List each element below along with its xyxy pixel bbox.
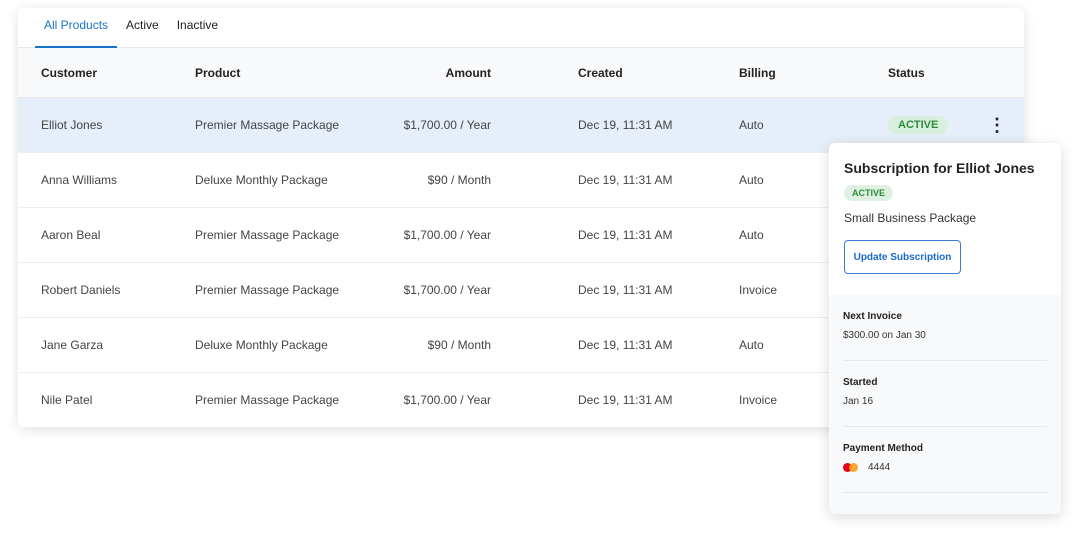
product-name: Premier Massage Package (195, 283, 340, 297)
amount: $1,700.00 / Year (403, 118, 491, 132)
payment-method-section: Payment Method 4444 (843, 427, 1047, 493)
created-date: Dec 19, 11:31 AM (578, 228, 673, 242)
amount: $90 / Month (427, 338, 491, 352)
customer-name: Nile Patel (41, 393, 93, 407)
created-date: Dec 19, 11:31 AM (578, 173, 673, 187)
subscription-detail-panel: Subscription for Elliot Jones ACTIVE Sma… (829, 143, 1061, 514)
col-customer[interactable]: Customer (41, 65, 98, 80)
billing-type: Auto (739, 338, 764, 352)
billing-type: Auto (739, 118, 764, 132)
amount: $1,700.00 / Year (403, 228, 491, 242)
created-date: Dec 19, 11:31 AM (578, 393, 673, 407)
package-name: Small Business Package (844, 211, 977, 225)
table-header: Customer Product Amount Created Billing … (18, 48, 1024, 98)
tab-active[interactable]: Active (126, 18, 159, 32)
tab-all-products[interactable]: All Products (35, 8, 118, 48)
started-value: Jan 16 (843, 396, 874, 407)
status-badge: ACTIVE (888, 116, 949, 134)
update-subscription-button[interactable]: Update Subscription (844, 240, 961, 274)
table-row[interactable]: Aaron Beal Premier Massage Package $1,70… (18, 208, 1024, 263)
billing-type: Invoice (739, 283, 778, 297)
more-options-icon[interactable]: ⋮ (988, 115, 1006, 135)
next-invoice-section: Next Invoice $300.00 on Jan 30 (843, 295, 1047, 361)
created-date: Dec 19, 11:31 AM (578, 283, 673, 297)
tab-inactive[interactable]: Inactive (176, 18, 219, 32)
customer-name: Elliot Jones (41, 118, 103, 132)
table-row[interactable]: Nile Patel Premier Massage Package $1,70… (18, 373, 1024, 428)
col-billing[interactable]: Billing (739, 65, 776, 80)
panel-title: Subscription for Elliot Jones (844, 160, 1035, 176)
customer-name: Jane Garza (41, 338, 104, 352)
billing-type: Invoice (739, 393, 778, 407)
started-section: Started Jan 16 (843, 361, 1047, 427)
created-date: Dec 19, 11:31 AM (578, 118, 673, 132)
table-row[interactable]: Anna Williams Deluxe Monthly Package $90… (18, 153, 1024, 208)
next-invoice-value: $300.00 on Jan 30 (843, 330, 926, 341)
product-name: Premier Massage Package (195, 228, 340, 242)
billing-type: Auto (739, 228, 764, 242)
amount: $1,700.00 / Year (403, 283, 491, 297)
amount: $1,700.00 / Year (403, 393, 491, 407)
card-last4: 4444 (868, 462, 891, 473)
next-invoice-label: Next Invoice (843, 311, 902, 322)
table-row[interactable]: Robert Daniels Premier Massage Package $… (18, 263, 1024, 318)
created-date: Dec 19, 11:31 AM (578, 338, 673, 352)
customer-name: Robert Daniels (41, 283, 121, 297)
customer-name: Aaron Beal (41, 228, 101, 242)
billing-type: Auto (739, 173, 764, 187)
table-row[interactable]: Jane Garza Deluxe Monthly Package $90 / … (18, 318, 1024, 373)
product-name: Deluxe Monthly Package (195, 173, 328, 187)
amount: $90 / Month (427, 173, 491, 187)
product-name: Deluxe Monthly Package (195, 338, 328, 352)
col-status[interactable]: Status (888, 65, 925, 80)
payment-method-label: Payment Method (843, 443, 924, 454)
customer-name: Anna Williams (41, 173, 118, 187)
status-badge: ACTIVE (844, 185, 894, 201)
col-product[interactable]: Product (195, 65, 241, 80)
product-name: Premier Massage Package (195, 118, 340, 132)
col-created[interactable]: Created (578, 65, 623, 80)
col-amount[interactable]: Amount (445, 65, 491, 80)
mastercard-icon (843, 463, 859, 472)
tab-bar: All Products Active Inactive (18, 8, 1024, 48)
started-label: Started (843, 377, 878, 388)
product-name: Premier Massage Package (195, 393, 340, 407)
